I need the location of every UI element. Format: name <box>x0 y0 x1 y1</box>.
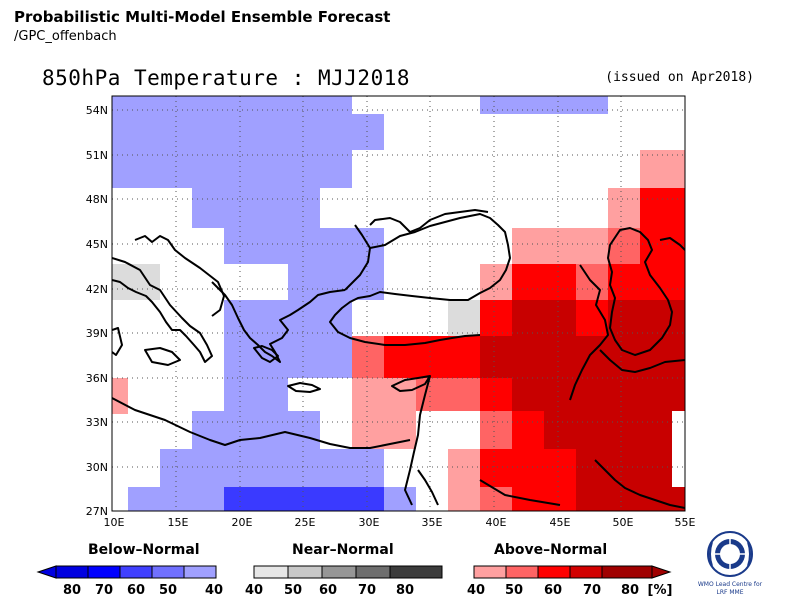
lat-tick-label: 33N <box>86 416 108 429</box>
lon-tick-label: 20E <box>232 516 253 529</box>
legend-swatch <box>389 565 443 579</box>
legend-label: 40 <box>245 583 263 598</box>
legend-near-normal <box>253 565 443 579</box>
longitude-labels: 10E 15E 20E 25E 30E 35E 40E 45E 50E 55E <box>104 516 696 529</box>
lon-tick-label: 30E <box>359 516 380 529</box>
lon-tick-label: 10E <box>104 516 125 529</box>
latitude-labels: 54N 51N 48N 45N 42N 39N 36N 33N 30N 27N <box>86 104 108 518</box>
legend-swatch <box>287 565 323 579</box>
legend-below-normal <box>36 565 217 579</box>
lon-tick-label: 25E <box>295 516 316 529</box>
legend-label: 60 <box>127 583 145 598</box>
lon-tick-label: 40E <box>486 516 507 529</box>
legend-unit: [%] <box>648 583 673 598</box>
legend-swatch <box>473 565 507 579</box>
legend-swatch <box>321 565 357 579</box>
grid-lines <box>112 96 685 511</box>
legend-label: 40 <box>205 583 223 598</box>
near-normal-area <box>112 264 480 336</box>
lat-tick-label: 54N <box>86 104 108 117</box>
legend-above-arrow <box>651 565 672 579</box>
legend-swatch <box>569 565 603 579</box>
legend-label: 50 <box>159 583 177 598</box>
legend-swatch <box>151 565 185 579</box>
legend-label: 50 <box>505 583 523 598</box>
legend-below-arrow <box>36 565 57 579</box>
map-title: 850hPa Temperature : MJJ2018 <box>42 66 411 90</box>
lon-tick-label: 35E <box>422 516 443 529</box>
legend-swatch <box>601 565 653 579</box>
logo-text: WMO Lead Centre for <box>698 581 763 588</box>
lat-tick-label: 45N <box>86 238 108 251</box>
legend-label: 60 <box>544 583 562 598</box>
legend-swatch <box>253 565 289 579</box>
legend-swatch <box>119 565 153 579</box>
legend-label: 40 <box>467 583 485 598</box>
below-normal-area <box>112 96 608 511</box>
legend-label: 70 <box>95 583 113 598</box>
legend-swatch <box>55 565 89 579</box>
legend-label: 80 <box>621 583 639 598</box>
legend-swatch <box>505 565 539 579</box>
above-normal-strong-area <box>384 188 685 511</box>
below-normal-strong-area <box>224 487 384 511</box>
lat-tick-label: 51N <box>86 149 108 162</box>
legend-below-title: Below–Normal <box>88 542 200 558</box>
logo-text: LRF MME <box>716 589 743 596</box>
legend-above-normal <box>473 565 672 579</box>
lat-tick-label: 30N <box>86 461 108 474</box>
lat-tick-label: 36N <box>86 372 108 385</box>
lat-tick-label: 27N <box>86 505 108 518</box>
legend-near-labels: 40 50 60 70 80 <box>245 583 414 598</box>
legend-swatch <box>87 565 121 579</box>
wmo-logo: WMO Lead Centre for LRF MME <box>688 530 772 596</box>
issued-date: (issued on Apr2018) <box>605 70 754 85</box>
legend-swatch <box>537 565 571 579</box>
page-title: Probabilistic Multi-Model Ensemble Forec… <box>14 8 391 26</box>
legend-label: 70 <box>358 583 376 598</box>
legend-above-labels: 40 50 60 70 80 [%] <box>467 583 673 598</box>
legend-label: 60 <box>319 583 337 598</box>
legend-label: 70 <box>583 583 601 598</box>
page-subtitle: /GPC_offenbach <box>14 29 117 44</box>
legend-label: 80 <box>396 583 414 598</box>
lat-tick-label: 48N <box>86 193 108 206</box>
legend-near-title: Near–Normal <box>292 542 394 558</box>
wmo-emblem-icon: WMO Lead Centre for LRF MME <box>698 531 763 596</box>
coastlines <box>112 209 685 509</box>
lon-tick-label: 15E <box>168 516 189 529</box>
legend-below-labels: 80 70 60 50 40 <box>63 583 223 598</box>
map-frame <box>111 95 686 512</box>
lon-tick-label: 55E <box>675 516 696 529</box>
lon-tick-label: 50E <box>613 516 634 529</box>
lat-tick-label: 42N <box>86 283 108 296</box>
lon-tick-label: 45E <box>550 516 571 529</box>
lat-tick-label: 39N <box>86 327 108 340</box>
legend-label: 80 <box>63 583 81 598</box>
above-normal-very-strong-area <box>480 300 685 511</box>
legend-swatch <box>355 565 391 579</box>
legend-swatch <box>183 565 217 579</box>
legend-label: 50 <box>284 583 302 598</box>
legend-above-title: Above–Normal <box>494 542 608 558</box>
